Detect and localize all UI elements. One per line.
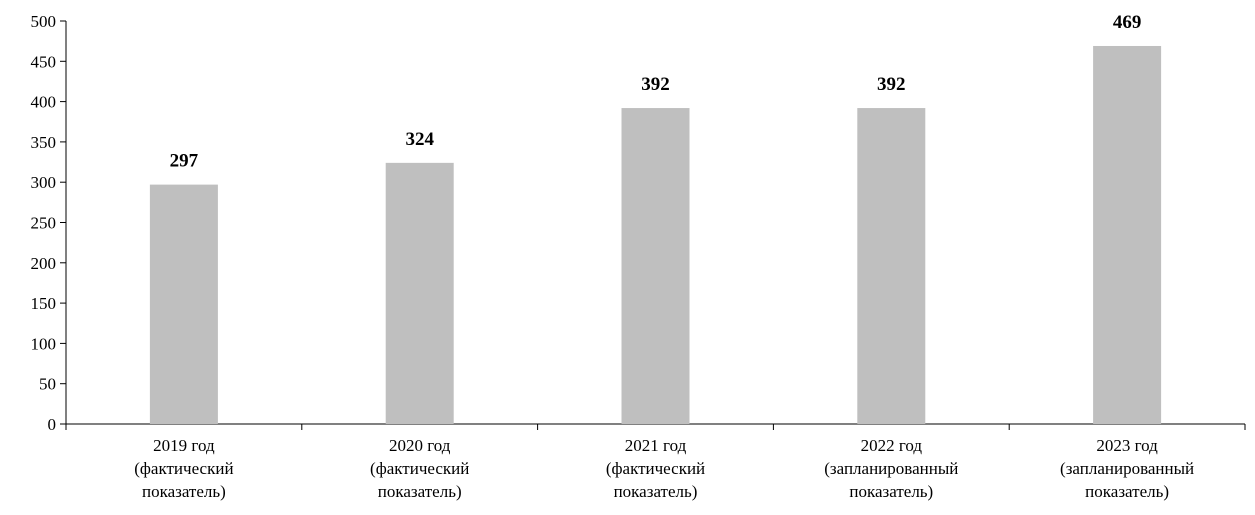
- bar: [385, 162, 454, 424]
- x-tick-label-line: показатель): [142, 482, 226, 501]
- x-tick-label-line: показатель): [849, 482, 933, 501]
- bar: [1093, 45, 1162, 425]
- y-tick-label: 200: [31, 254, 57, 273]
- bars: [149, 45, 1162, 425]
- y-tick-label: 300: [31, 173, 57, 192]
- data-labels: 297 324 392 392 469: [170, 12, 1142, 172]
- x-tick-label-line: (запланированный: [824, 459, 958, 478]
- y-tick-label: 450: [31, 52, 57, 71]
- x-tick-label-line: 2023 год: [1096, 436, 1158, 455]
- x-tick-label-line: показатель): [1085, 482, 1169, 501]
- x-tick-label-line: (запланированный: [1060, 459, 1194, 478]
- y-tick-label: 500: [31, 12, 57, 31]
- x-tick-label-line: (фактический: [370, 459, 469, 478]
- data-label: 324: [405, 129, 434, 150]
- x-tick-label: 2023 год (запланированный показатель): [1060, 436, 1194, 501]
- bar: [621, 108, 690, 424]
- x-tick-label-line: показатель): [614, 482, 698, 501]
- y-tick-label: 400: [31, 93, 57, 112]
- x-tick-label-line: 2019 год: [153, 436, 215, 455]
- y-tick-label: 150: [31, 294, 57, 313]
- y-tick-label: 250: [31, 214, 57, 233]
- x-tick-label-line: показатель): [378, 482, 462, 501]
- y-tick-label: 0: [48, 415, 57, 434]
- data-label: 392: [877, 74, 906, 95]
- x-tick-label-line: (фактический: [606, 459, 705, 478]
- data-label: 297: [170, 151, 199, 172]
- x-tick-label-line: 2022 год: [861, 436, 923, 455]
- x-axis: [65, 423, 1246, 430]
- data-label: 469: [1113, 12, 1142, 33]
- x-tick-label: 2021 год (фактический показатель): [606, 436, 705, 501]
- x-tick-label: 2022 год (запланированный показатель): [824, 436, 958, 501]
- x-tick-label: 2019 год (фактический показатель): [134, 436, 233, 501]
- y-tick-label: 100: [31, 334, 57, 353]
- y-tick-label: 50: [39, 375, 56, 394]
- x-tick-label-line: (фактический: [134, 459, 233, 478]
- bar: [857, 108, 926, 424]
- x-tick-label-line: 2020 год: [389, 436, 451, 455]
- y-axis: 0 50 100 150 200 250 300 350 400 450 500: [31, 12, 67, 434]
- category-labels: 2019 год (фактический показатель) 2020 год (…: [134, 436, 1194, 501]
- data-label: 392: [641, 74, 670, 95]
- y-tick-label: 350: [31, 133, 57, 152]
- x-tick-label-line: 2021 год: [625, 436, 687, 455]
- bar: [149, 184, 218, 424]
- x-tick-label: 2020 год (фактический показатель): [370, 436, 469, 501]
